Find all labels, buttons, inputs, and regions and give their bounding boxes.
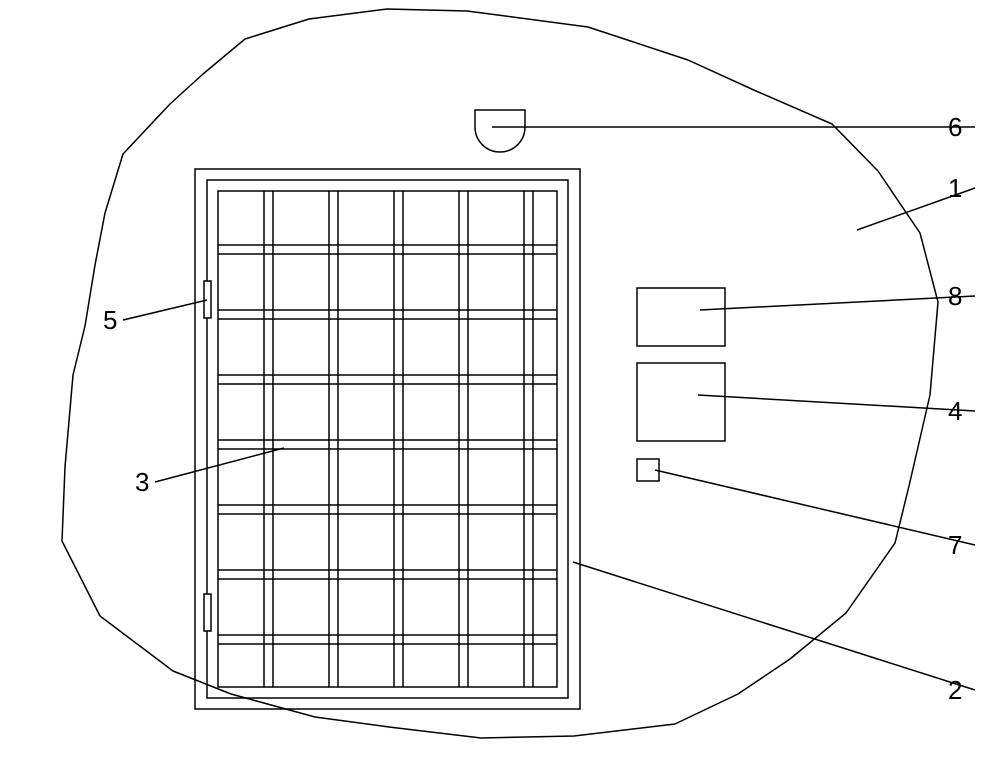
leader-line-4 <box>698 395 975 411</box>
hinge-2 <box>204 594 211 631</box>
leader-line-7 <box>655 470 975 545</box>
label-4: 4 <box>948 396 962 426</box>
camera-shape <box>475 110 525 152</box>
label-7: 7 <box>948 530 962 560</box>
technical-diagram: 1 2 3 4 5 6 7 8 <box>0 0 1000 770</box>
label-6: 6 <box>948 112 962 142</box>
label-3: 3 <box>135 467 149 497</box>
label-5: 5 <box>103 305 117 335</box>
hinge-1 <box>204 281 211 318</box>
label-8: 8 <box>948 281 962 311</box>
leader-line-2 <box>573 562 975 690</box>
box-8 <box>637 288 725 346</box>
rock-outline <box>62 9 938 738</box>
door-frame-inner <box>207 180 568 698</box>
leader-line-8 <box>700 296 975 310</box>
label-1: 1 <box>948 173 962 203</box>
box-4 <box>637 363 725 441</box>
door-panel <box>218 191 557 687</box>
door-frame-outer <box>195 169 580 709</box>
label-2: 2 <box>948 675 962 705</box>
